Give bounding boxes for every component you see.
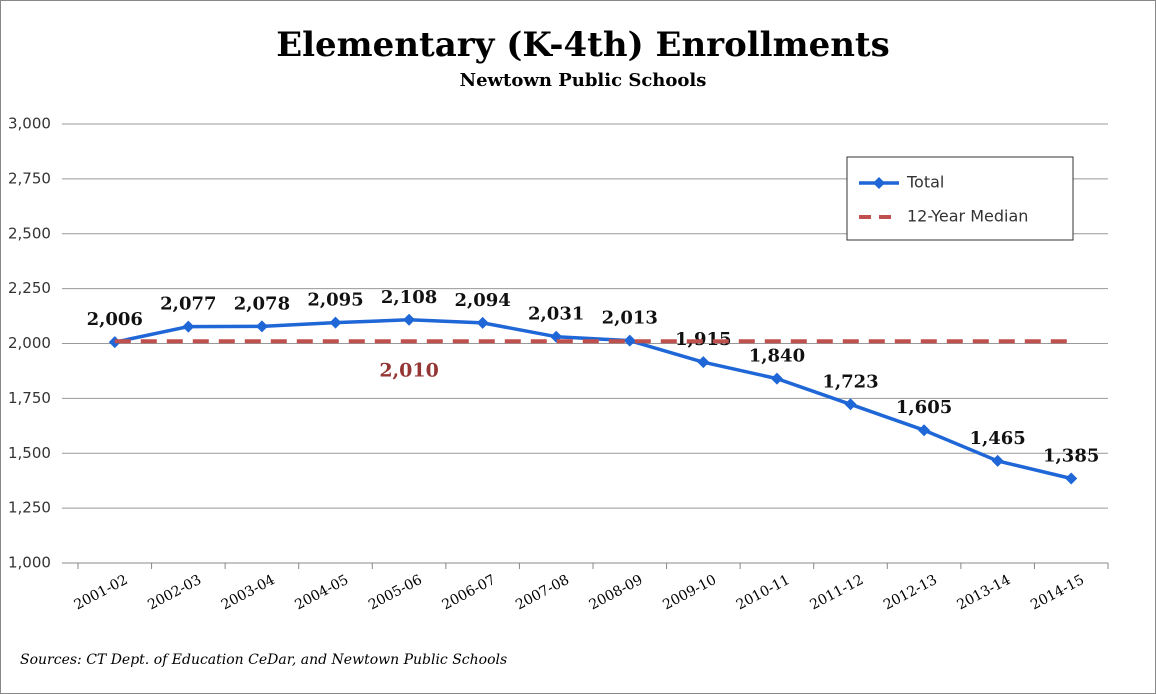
y-tick-label: 1,750 bbox=[8, 389, 51, 407]
series-line bbox=[114, 318, 1072, 481]
point bbox=[182, 320, 195, 333]
y-tick-label: 3,000 bbox=[8, 115, 51, 133]
value-label: 1,465 bbox=[969, 428, 1025, 449]
y-tick-label: 1,250 bbox=[8, 499, 51, 517]
legend-label: Total bbox=[906, 173, 944, 192]
point bbox=[844, 398, 857, 411]
value-label: 2,078 bbox=[234, 293, 290, 314]
y-tick-label: 2,000 bbox=[8, 334, 51, 352]
y-tick-label: 1,500 bbox=[8, 444, 51, 462]
value-label: 2,108 bbox=[381, 287, 437, 308]
point bbox=[770, 372, 783, 385]
value-label: 2,094 bbox=[454, 290, 510, 311]
legend-box bbox=[846, 156, 1074, 241]
value-label: 1,605 bbox=[896, 397, 952, 418]
y-tick-label: 1,000 bbox=[8, 554, 51, 572]
point bbox=[623, 334, 636, 347]
legend-label: 12-Year Median bbox=[907, 207, 1028, 226]
value-label: 2,006 bbox=[87, 309, 143, 330]
value-label: 2,077 bbox=[160, 294, 216, 315]
legend-marker bbox=[873, 177, 885, 189]
value-label: 1,385 bbox=[1043, 445, 1099, 466]
value-label: 2,095 bbox=[307, 290, 363, 311]
value-label: 2,013 bbox=[602, 308, 658, 329]
chart-subtitle: Newtown Public Schools bbox=[460, 70, 707, 91]
point bbox=[255, 320, 268, 333]
y-tick-label: 2,500 bbox=[8, 224, 51, 242]
source-note: Sources: CT Dept. of Education CeDar, an… bbox=[20, 652, 507, 668]
value-label: 2,031 bbox=[528, 304, 584, 325]
point bbox=[918, 424, 931, 437]
value-label: 1,915 bbox=[675, 329, 731, 350]
y-tick-label: 2,750 bbox=[8, 169, 51, 187]
chart-title: Elementary (K-4th) Enrollments bbox=[276, 25, 890, 65]
value-label: 2,010 bbox=[379, 359, 439, 381]
point bbox=[697, 356, 710, 369]
point bbox=[991, 454, 1004, 467]
value-label: 1,723 bbox=[822, 371, 878, 392]
point bbox=[329, 316, 342, 329]
point bbox=[1065, 472, 1078, 485]
y-tick-label: 2,250 bbox=[8, 279, 51, 297]
point bbox=[476, 316, 489, 329]
point bbox=[403, 313, 416, 326]
value-label: 1,840 bbox=[749, 346, 805, 367]
